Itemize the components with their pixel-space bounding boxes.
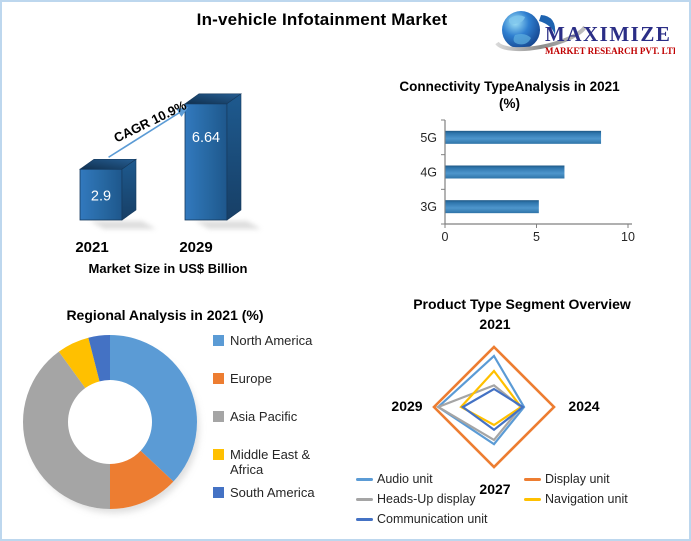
legend-label: Heads-Up display (377, 492, 476, 506)
radar-axis-2029: 2029 (391, 398, 423, 414)
bar-value-label: 2.9 (91, 189, 111, 205)
hbar-category-label: 3G (420, 200, 437, 214)
bar-shadow (90, 221, 156, 229)
bar-shadow (195, 221, 261, 229)
legend-label: North America (230, 333, 313, 348)
legend-item-navigation-unit: Navigation unit (524, 492, 628, 506)
bar-side-2021 (121, 158, 137, 221)
legend-label: Asia Pacific (230, 409, 298, 424)
bar-front-2029 (184, 103, 228, 221)
regional-legend: North America Europe Asia Pacific Middle Ea… (213, 333, 338, 513)
legend-label: Navigation unit (545, 492, 628, 506)
cagr-arrow (108, 106, 189, 158)
donut-slice-1 (110, 450, 174, 509)
market-size-bar-chart: 2.9 6.64 (79, 93, 261, 229)
regional-donut-chart (23, 335, 199, 513)
product-type-legend: Audio unit Display unit Heads-Up display Na… (356, 472, 686, 534)
radar-axis-2027: 2027 (479, 481, 511, 497)
legend-label: Display unit (545, 472, 610, 486)
radar-series-audio-unit (436, 354, 526, 446)
maximize-logo: MAXIMIZE MARKET RESEARCH PVT. LTD. (495, 11, 675, 56)
page-title: In-vehicle Infotainment Market (196, 10, 448, 29)
legend-label: Communication unit (377, 512, 488, 526)
legend-swatch (213, 487, 224, 498)
donut-slice-3 (58, 337, 100, 389)
legend-item-audio-unit: Audio unit (356, 472, 433, 486)
bar-front-2021 (79, 168, 123, 221)
globe-icon (495, 11, 587, 52)
hbar-4G (445, 165, 565, 179)
connectivity-title-line1: Connectivity TypeAnalysis in 2021 (399, 79, 620, 94)
radar-series-display-unit (432, 345, 556, 469)
bar-value-label: 6.64 (192, 130, 220, 146)
x-tick-label: 10 (621, 230, 635, 244)
legend-label: Audio unit (377, 472, 433, 486)
radar-series-heads-up-display (435, 384, 523, 442)
regional-chart-title: Regional Analysis in 2021 (%) (66, 307, 264, 323)
legend-label: Europe (230, 371, 272, 386)
x-tick-label: 5 (533, 230, 540, 244)
connectivity-chart-title: Connectivity TypeAnalysis in 2021 (%) (397, 79, 622, 113)
bar-category-2021: 2021 (75, 239, 109, 256)
donut-slice-0 (110, 335, 197, 482)
hbar-5G (445, 130, 602, 144)
legend-swatch (213, 335, 224, 346)
radar-axis-2024: 2024 (568, 398, 600, 414)
hbar-category-label: 4G (420, 166, 437, 180)
legend-line-swatch (524, 497, 541, 501)
hbar-3G (445, 200, 539, 214)
legend-line-swatch (524, 477, 541, 481)
donut-slice-4 (88, 335, 110, 382)
legend-item-north-america: North America (213, 333, 335, 348)
connectivity-bar-chart: 0 5 10 5G 4G 3G (420, 119, 635, 244)
product-type-radar-chart (432, 345, 556, 469)
logo-tagline-text: MARKET RESEARCH PVT. LTD. (545, 46, 675, 56)
legend-item-heads-up-display: Heads-Up display (356, 492, 476, 506)
legend-line-swatch (356, 477, 373, 481)
x-tick-label: 0 (442, 230, 449, 244)
legend-label: South America (230, 485, 315, 500)
legend-line-swatch (356, 517, 373, 521)
legend-item-south-america: South America (213, 485, 335, 500)
bar-side-2029 (226, 93, 242, 221)
legend-item-asia-pacific: Asia Pacific (213, 409, 335, 424)
connectivity-title-line2: (%) (499, 95, 520, 111)
legend-item-communication-unit: Communication unit (356, 512, 487, 526)
radar-axis-2021: 2021 (479, 316, 511, 332)
legend-swatch (213, 411, 224, 422)
legend-line-swatch (356, 497, 373, 501)
legend-label: Middle East & Africa (230, 447, 311, 477)
hbar-category-label: 5G (420, 131, 437, 145)
market-size-caption: Market Size in US$ Billion (88, 261, 248, 276)
radar-series-communication-unit (460, 387, 525, 432)
legend-item-middle-east-africa: Middle East & Africa (213, 447, 335, 477)
donut-slice-2 (23, 351, 110, 509)
legend-item-display-unit: Display unit (524, 472, 610, 486)
legend-swatch (213, 449, 224, 460)
product-type-chart-title: Product Type Segment Overview (413, 296, 631, 312)
legend-item-europe: Europe (213, 371, 335, 386)
legend-swatch (213, 373, 224, 384)
bar-category-2029: 2029 (179, 239, 213, 256)
logo-brand-text: MAXIMIZE (545, 22, 671, 46)
radar-series-navigation-unit (459, 369, 523, 427)
